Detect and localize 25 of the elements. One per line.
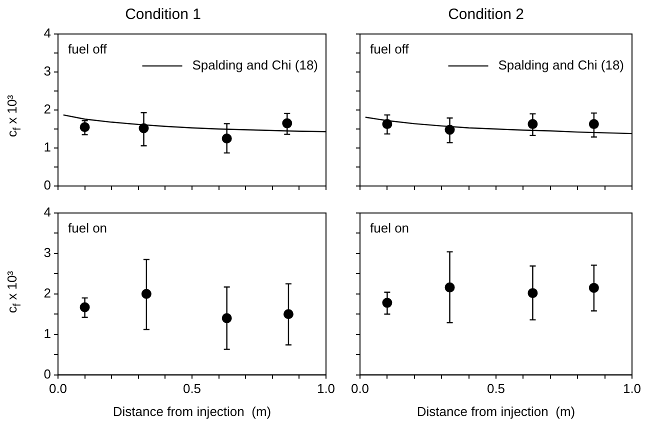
annotation: fuel off [68, 42, 108, 57]
y-tick-label: 0 [44, 366, 51, 382]
chart-title: Condition 2 [448, 6, 524, 24]
x-axis-title: Distance from injection (m) [112, 404, 272, 419]
x-tick-label: 0.5 [182, 381, 202, 396]
y-tick-label: 0 [44, 178, 51, 193]
y-tick-label: 4 [44, 26, 51, 41]
y-tick-label: 3 [44, 245, 51, 260]
x-tick-label: 1.0 [622, 381, 642, 396]
y-tick-label: 2 [44, 102, 51, 117]
annotation: fuel off [370, 42, 410, 57]
annotation: fuel on [68, 220, 108, 236]
y-tick-label: 1 [44, 140, 51, 155]
x-tick-label: 0.5 [486, 381, 506, 396]
legend-label: Spalding and Chi (18) [192, 58, 318, 72]
x-tick-label: 0.0 [350, 381, 370, 396]
chart-title: Condition 1 [125, 6, 201, 24]
y-tick-label: 1 [44, 326, 51, 341]
y-tick-label: 4 [44, 204, 51, 220]
legend-label: Spalding and Chi (18) [498, 58, 624, 72]
annotation: fuel on [370, 220, 410, 236]
y-tick-label: 3 [44, 64, 51, 79]
y-tick-label: 2 [44, 285, 51, 300]
x-axis-title: Distance from injection (m) [416, 404, 576, 419]
x-tick-label: 1.0 [316, 381, 336, 396]
